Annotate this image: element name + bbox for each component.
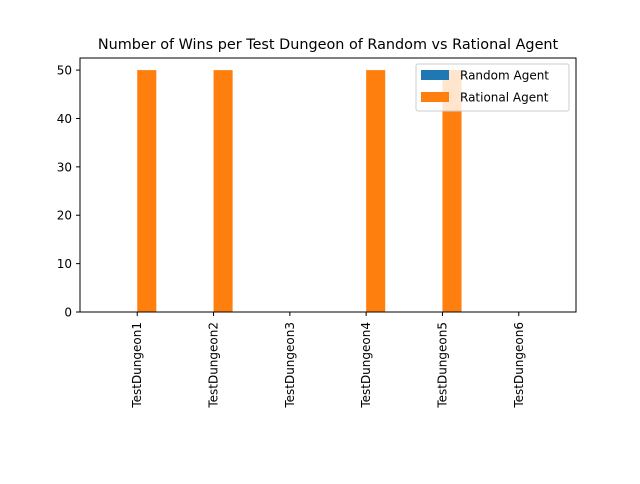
x-tick-label: TestDungeon4: [359, 322, 373, 409]
axes-layer: [79, 57, 577, 313]
y-tick-label: 30: [57, 160, 72, 174]
legend: Random Agent Rational Agent: [415, 63, 570, 112]
y-tick-label: 50: [57, 64, 72, 78]
bar-rational-agent-testdungeon5: [442, 70, 462, 312]
y-tick-label: 10: [57, 257, 72, 271]
y-tick-label: 0: [64, 306, 72, 320]
x-tick-label: TestDungeon1: [130, 322, 144, 409]
legend-box: [415, 63, 570, 112]
legend-swatch-random-agent: [421, 70, 449, 80]
x-tick-label: TestDungeon6: [512, 322, 526, 409]
y-tick-label: 40: [57, 112, 72, 126]
legend-label-rational-agent: Rational Agent: [460, 91, 549, 105]
bar-rational-agent-testdungeon4: [366, 70, 386, 312]
bars-layer: [137, 70, 462, 312]
legend-label-random-agent: Random Agent: [460, 69, 549, 83]
chart-title: Number of Wins per Test Dungeon of Rando…: [98, 37, 559, 53]
y-tick-label: 20: [57, 209, 72, 223]
x-tick-label: TestDungeon2: [207, 322, 221, 409]
bar-rational-agent-testdungeon2: [213, 70, 233, 312]
bar-rational-agent-testdungeon1: [137, 70, 157, 312]
x-tick-label: TestDungeon3: [283, 322, 297, 409]
ticks-layer: 0 10 20 30 40 50 TestDungeon1 TestDungeon2 TestD…: [57, 64, 526, 409]
x-tick-label: TestDungeon5: [435, 322, 449, 409]
legend-swatch-rational-agent: [421, 92, 449, 102]
plot-frame: [79, 57, 577, 313]
